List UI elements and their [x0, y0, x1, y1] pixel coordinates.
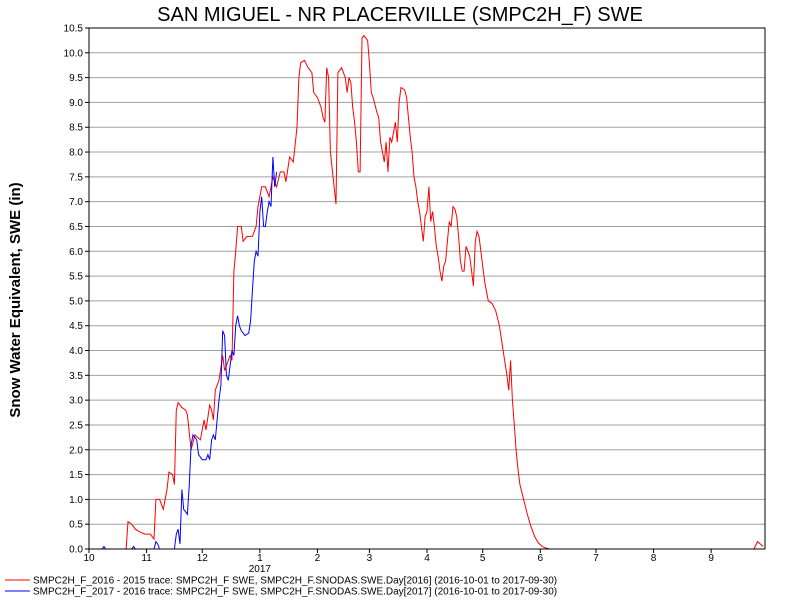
y-tick-label: 3.0 [69, 396, 83, 407]
series-lines [89, 34, 764, 550]
y-tick-label: 4.0 [69, 346, 83, 357]
x-tick-label: 2 [315, 553, 321, 564]
legend-label-1: SMPC2H_F_2016 - 2015 trace: SMPC2H_F SWE… [33, 576, 557, 587]
y-tick-label: 8.5 [69, 123, 83, 134]
series-line-1 [89, 34, 764, 550]
y-tick-label: 6.0 [69, 247, 83, 258]
x-tick-label: 6 [538, 553, 544, 564]
y-tick-label: 2.5 [69, 420, 83, 431]
y-tick-label: 5.5 [69, 272, 83, 283]
x-tick-label: 4 [424, 553, 430, 564]
y-tick-label: 0.5 [69, 520, 83, 531]
y-tick-label: 10.5 [64, 24, 84, 35]
y-tick-label: 0.0 [69, 545, 83, 556]
x-tick-label: 5 [480, 553, 486, 564]
x-tick-label: 1 [257, 553, 263, 564]
x-ticks: 10 11 12 1 2 3 4 5 6 7 8 9 [83, 549, 714, 564]
x-tick-label: 8 [651, 553, 657, 564]
y-tick-label: 9.0 [69, 98, 83, 109]
x-tick-label: 12 [197, 553, 209, 564]
plot-frame [88, 27, 766, 550]
x-tick-label: 7 [593, 553, 599, 564]
y-tick-label: 7.5 [69, 172, 83, 183]
y-tick-label: 6.5 [69, 222, 83, 233]
y-axis-label: Snow Water Equivalent, SWE (in) [7, 182, 24, 417]
y-tick-label: 4.5 [69, 321, 83, 332]
x-tick-label: 11 [141, 553, 152, 564]
y-tick-label: 7.0 [69, 197, 83, 208]
legend: SMPC2H_F_2016 - 2015 trace: SMPC2H_F SWE… [5, 576, 557, 598]
y-ticks: 0.0 0.5 1.0 1.5 2.0 2.5 3.0 3.5 4.0 4.5 5.0 5.5 6.0 6… [64, 24, 89, 556]
x-tick-label: 9 [708, 553, 714, 564]
y-tick-label: 5.0 [69, 296, 83, 307]
x-tick-label: 3 [367, 553, 373, 564]
series-line-2 [89, 156, 278, 550]
year-label: 2017 [249, 564, 272, 575]
y-tick-label: 9.5 [69, 73, 83, 84]
y-tick-label: 8.0 [69, 148, 83, 159]
y-tick-label: 2.0 [69, 445, 83, 456]
x-tick-label: 10 [83, 553, 95, 564]
y-tick-label: 3.5 [69, 371, 83, 382]
y-tick-label: 1.5 [69, 470, 83, 481]
y-tick-label: 1.0 [69, 495, 83, 506]
y-tick-label: 10.0 [64, 48, 84, 59]
legend-label-2: SMPC2H_F_2017 - 2016 trace: SMPC2H_F SWE… [33, 587, 557, 598]
chart-title: SAN MIGUEL - NR PLACERVILLE (SMPC2H_F) S… [157, 4, 643, 26]
